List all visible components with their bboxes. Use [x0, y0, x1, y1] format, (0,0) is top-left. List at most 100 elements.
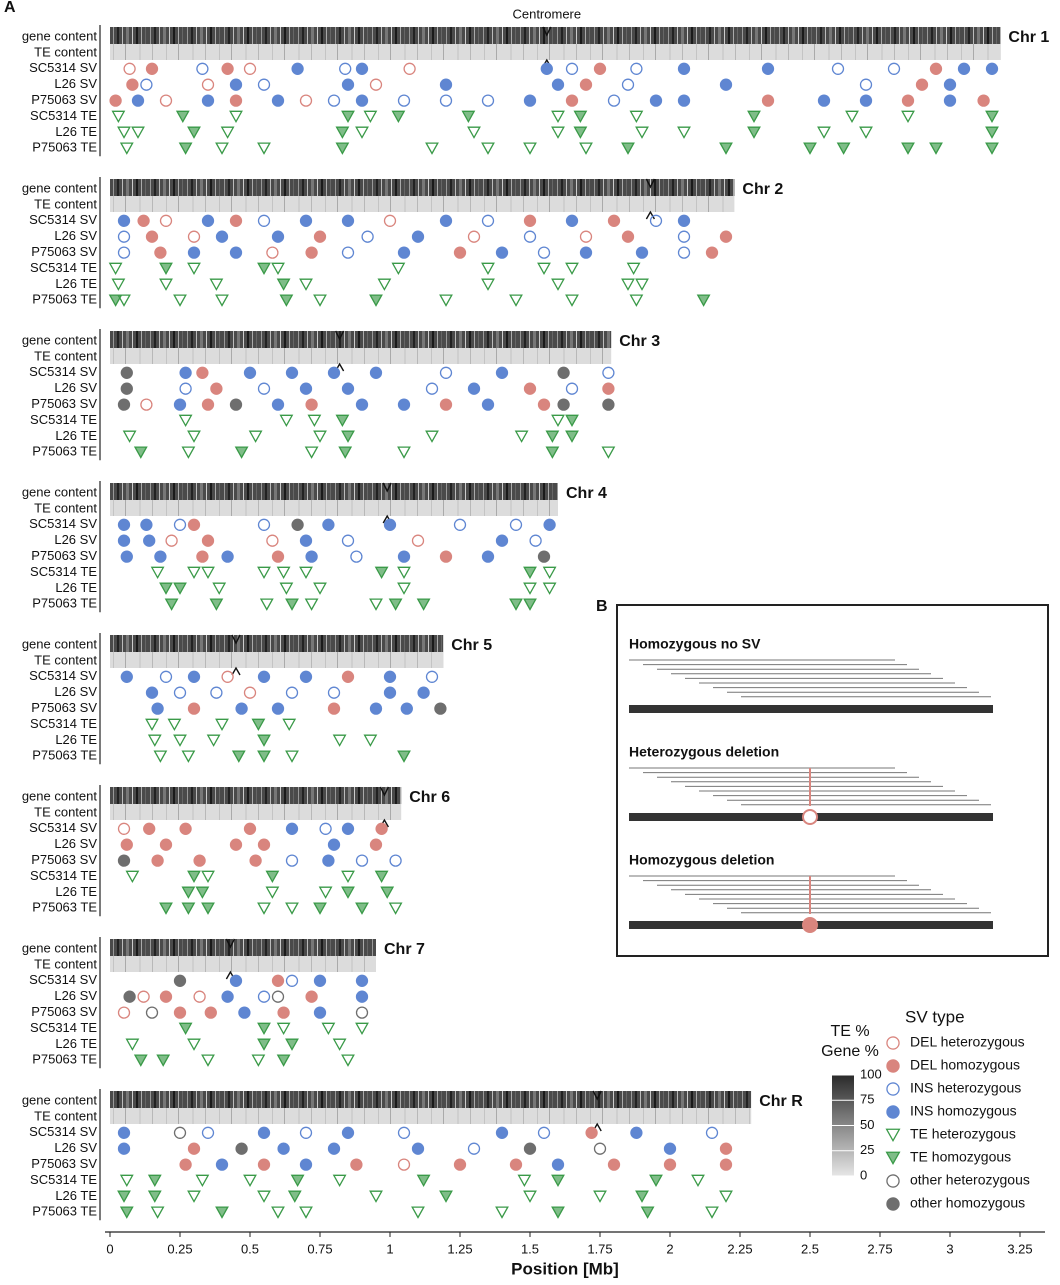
- sv-circle: [985, 62, 999, 75]
- sv-circle: [151, 854, 164, 867]
- sv-circle: [621, 230, 635, 243]
- sv-circle: [193, 990, 206, 1003]
- row-label: L26 TE: [55, 732, 97, 747]
- deletion-marker: [802, 809, 818, 825]
- sv-circle: [901, 94, 915, 107]
- sv-triangle: [817, 126, 831, 139]
- sv-triangle: [167, 718, 182, 732]
- sv-triangle: [565, 430, 579, 443]
- sv-circle: [397, 1158, 411, 1171]
- sv-triangle: [173, 294, 187, 307]
- sv-triangle: [215, 294, 229, 307]
- colorbar-tick-label: 50: [860, 1117, 874, 1132]
- sv-circle: [196, 62, 209, 75]
- sv-circle: [140, 398, 153, 411]
- sv-circle: [425, 382, 439, 395]
- chromosome-name: Chr 6: [409, 789, 450, 806]
- sv-circle: [383, 686, 397, 699]
- gene-content-strip: [110, 939, 376, 956]
- sv-circle: [400, 702, 413, 715]
- reference-bar: [629, 705, 993, 713]
- sv-triangle: [195, 1174, 210, 1188]
- sv-triangle: [629, 294, 644, 307]
- sv-triangle: [341, 430, 355, 443]
- sv-circle: [305, 550, 318, 563]
- row-label: SC5314 SV: [29, 516, 97, 531]
- sv-triangle: [276, 1022, 291, 1036]
- sv-triangle: [206, 734, 221, 747]
- row-label: SC5314 SV: [29, 1124, 97, 1139]
- sv-circle: [602, 382, 615, 395]
- sv-circle: [397, 246, 411, 259]
- sv-triangle: [380, 886, 395, 899]
- sv-triangle: [173, 582, 187, 595]
- row-label: SC5314 TE: [30, 716, 97, 731]
- sv-triangle: [901, 142, 915, 155]
- sv-circle: [305, 990, 318, 1003]
- sv-circle: [579, 78, 593, 91]
- x-tick-label: 2.75: [867, 1241, 892, 1256]
- sv-circle: [341, 1126, 355, 1139]
- sv-circle: [677, 214, 691, 227]
- sv-circle: [229, 838, 243, 851]
- sv-circle: [145, 62, 159, 75]
- sv-triangle: [363, 110, 378, 124]
- sv-circle: [159, 990, 173, 1003]
- sv-triangle: [338, 446, 353, 459]
- sv-triangle: [523, 582, 537, 595]
- sv-triangle: [369, 294, 383, 307]
- sv-circle: [229, 246, 243, 259]
- sv-circle: [120, 382, 133, 395]
- sv-triangle: [133, 1054, 148, 1067]
- te-content-strip: [110, 804, 402, 820]
- sv-triangle: [282, 718, 297, 732]
- sv-triangle: [201, 566, 215, 580]
- sv-triangle: [411, 1206, 425, 1219]
- sv-triangle: [542, 566, 557, 580]
- sv-circle: [425, 670, 439, 683]
- row-label: TE content: [34, 196, 97, 211]
- chromosome-name: Chr 5: [451, 637, 492, 654]
- sv-circle: [509, 518, 523, 531]
- sv-circle: [411, 534, 425, 547]
- sv-triangle: [509, 598, 523, 611]
- sv-triangle: [318, 886, 333, 899]
- sv-circle: [120, 366, 133, 379]
- sv-circle: [137, 214, 150, 227]
- sv-circle: [159, 838, 173, 851]
- sv-triangle: [299, 278, 313, 291]
- row-label: L26 SV: [54, 380, 97, 395]
- sv-triangle: [705, 1206, 719, 1219]
- sv-triangle: [285, 598, 299, 611]
- sv-triangle: [212, 582, 227, 595]
- sv-circle: [145, 686, 159, 699]
- sv-circle: [957, 62, 971, 75]
- row-label: gene content: [22, 28, 98, 43]
- sv-circle: [327, 838, 341, 851]
- sv-triangle: [159, 278, 173, 291]
- sv-circle: [126, 78, 139, 91]
- sv-circle: [117, 1126, 131, 1139]
- colorbar-tick-label: 25: [860, 1142, 874, 1157]
- sv-circle: [187, 1142, 201, 1155]
- sv-triangle: [175, 110, 190, 124]
- sv-triangle: [234, 446, 249, 459]
- sv-circle: [607, 214, 621, 227]
- sv-circle: [285, 686, 299, 699]
- sv-circle: [123, 990, 136, 1003]
- te-content-strip: [110, 44, 1001, 60]
- sv-circle: [341, 382, 355, 395]
- sv-triangle: [181, 446, 196, 459]
- sv-circle: [271, 702, 285, 715]
- sv-triangle: [545, 446, 560, 459]
- sv-circle: [593, 62, 607, 75]
- sv-triangle: [220, 126, 235, 139]
- sv-circle: [705, 246, 719, 259]
- sv-triangle: [845, 110, 859, 124]
- sv-triangle: [125, 1038, 140, 1051]
- sv-triangle: [313, 430, 327, 443]
- panel-label: A: [4, 0, 16, 16]
- x-tick-label: 0.75: [307, 1241, 332, 1256]
- sv-triangle: [259, 598, 274, 611]
